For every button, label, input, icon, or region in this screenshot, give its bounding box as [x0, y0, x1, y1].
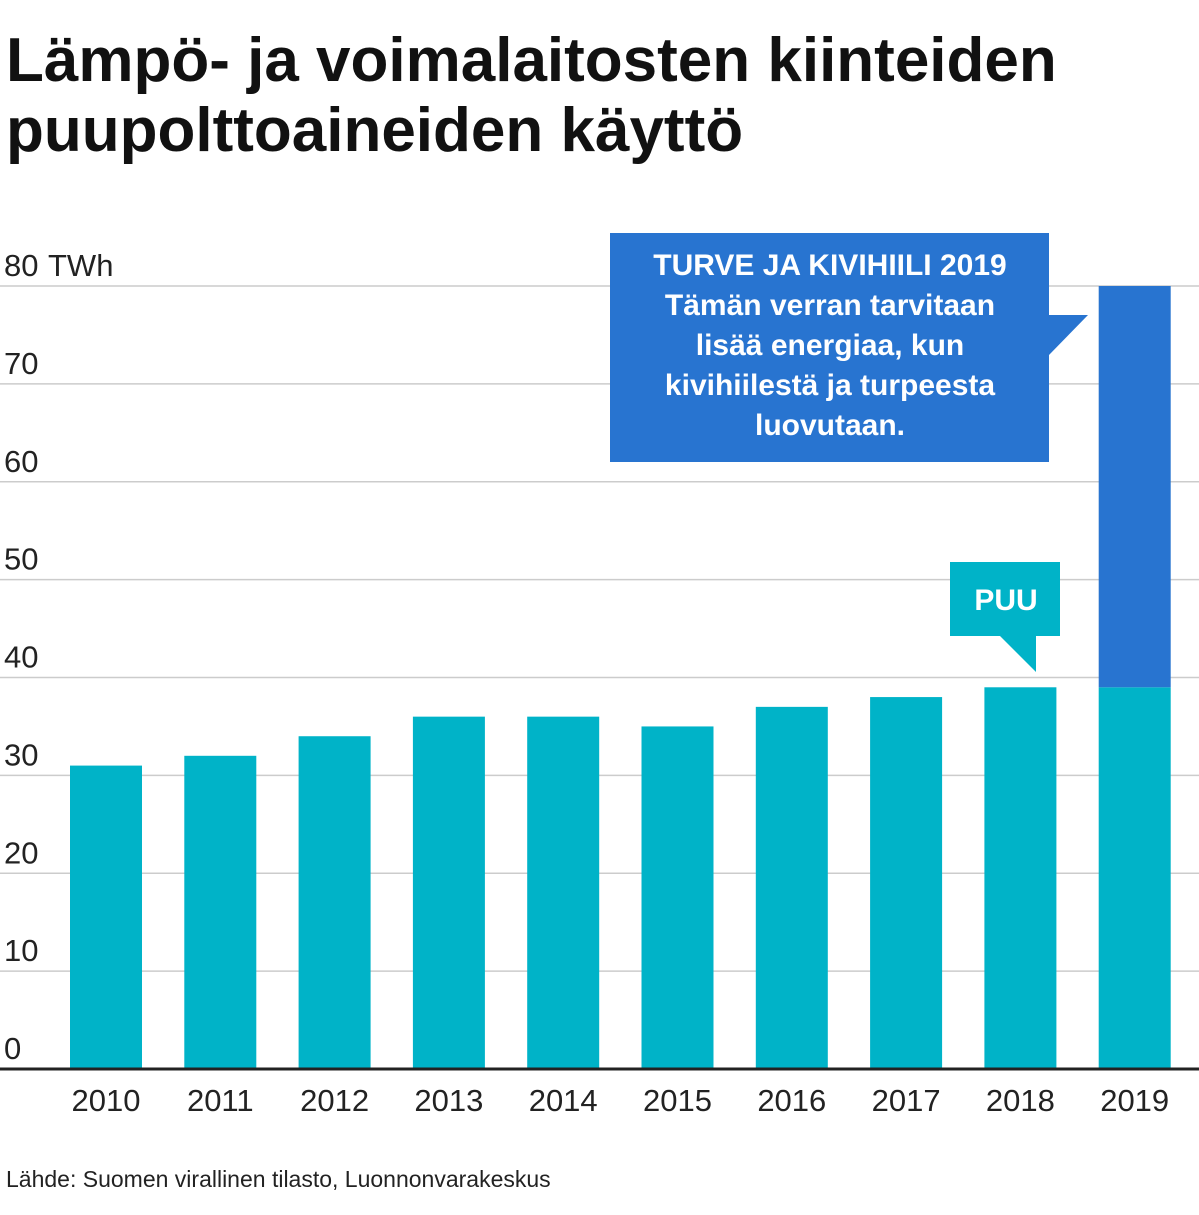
y-tick-label: 70 [4, 346, 38, 381]
turve-kivihiili-callout-line: TURVE JA KIVIHIILI 2019 [653, 249, 1006, 282]
y-tick-label: 30 [4, 737, 38, 772]
bar-puu-2019 [1098, 687, 1171, 1069]
x-tick-label: 2010 [72, 1083, 141, 1118]
y-tick-label: 80 [4, 248, 38, 283]
y-tick-label: 20 [4, 835, 38, 870]
x-tick-label: 2016 [757, 1083, 826, 1118]
y-tick-label: 0 [4, 1031, 21, 1066]
bar-puu-2012 [298, 736, 371, 1069]
bar-puu-2011 [184, 755, 257, 1069]
bars [70, 286, 1171, 1069]
y-tick-label: 50 [4, 542, 38, 577]
y-tick-label: 40 [4, 640, 38, 675]
y-tick-label: 10 [4, 933, 38, 968]
x-tick-label: 2015 [643, 1083, 712, 1118]
bar-puu-2014 [527, 716, 600, 1069]
y-tick-label: 60 [4, 444, 38, 479]
x-tick-label: 2017 [872, 1083, 941, 1118]
x-axis-ticks: 2010 2011 2012 2013 2014 2015 2016 2017 2018 2019 [72, 1083, 1170, 1118]
x-tick-label: 2012 [300, 1083, 369, 1118]
x-tick-label: 2013 [414, 1083, 483, 1118]
bar-puu-2013 [412, 716, 485, 1069]
turve-kivihiili-callout-box [610, 233, 1088, 462]
y-axis-ticks: 0 10 20 30 40 50 60 70 80 TWh [4, 248, 113, 1066]
bar-puu-2017 [870, 697, 943, 1069]
x-tick-label: 2018 [986, 1083, 1055, 1118]
turve-kivihiili-callout-line: luovutaan. [755, 409, 905, 442]
turve-kivihiili-callout-line: lisää energiaa, kun [696, 329, 964, 362]
turve-kivihiili-callout: TURVE JA KIVIHIILI 2019 Tämän verran tarv… [610, 233, 1088, 462]
x-tick-label: 2011 [187, 1083, 254, 1118]
bar-puu-2015 [641, 726, 714, 1069]
chart-title-line-1: Lämpö- ja voimalaitosten kiinteiden [6, 26, 1057, 95]
turve-kivihiili-callout-line: kivihiilestä ja turpeesta [665, 369, 995, 402]
bar-turve-kivihiili-2019 [1098, 286, 1171, 688]
annotations: PUU TURVE JA KIVIHIILI 2019 Tämän verran t… [610, 233, 1088, 672]
puu-callout-box [950, 562, 1060, 672]
bar-puu-2010 [70, 765, 142, 1069]
puu-callout-label: PUU [974, 584, 1037, 617]
turve-kivihiili-callout-line: Tämän verran tarvitaan [665, 289, 995, 322]
x-tick-label: 2014 [529, 1083, 598, 1118]
source-note: Lähde: Suomen virallinen tilasto, Luonno… [6, 1166, 551, 1192]
bar-puu-2016 [755, 706, 828, 1069]
x-tick-label: 2019 [1100, 1083, 1169, 1118]
bar-puu-2018 [984, 687, 1057, 1069]
y-unit-label: TWh [48, 248, 113, 283]
chart-title-line-2: puupolttoaineiden käyttö [6, 96, 744, 165]
chart-title: Lämpö- ja voimalaitosten kiinteiden puup… [6, 26, 1196, 166]
puu-callout: PUU [950, 562, 1060, 672]
